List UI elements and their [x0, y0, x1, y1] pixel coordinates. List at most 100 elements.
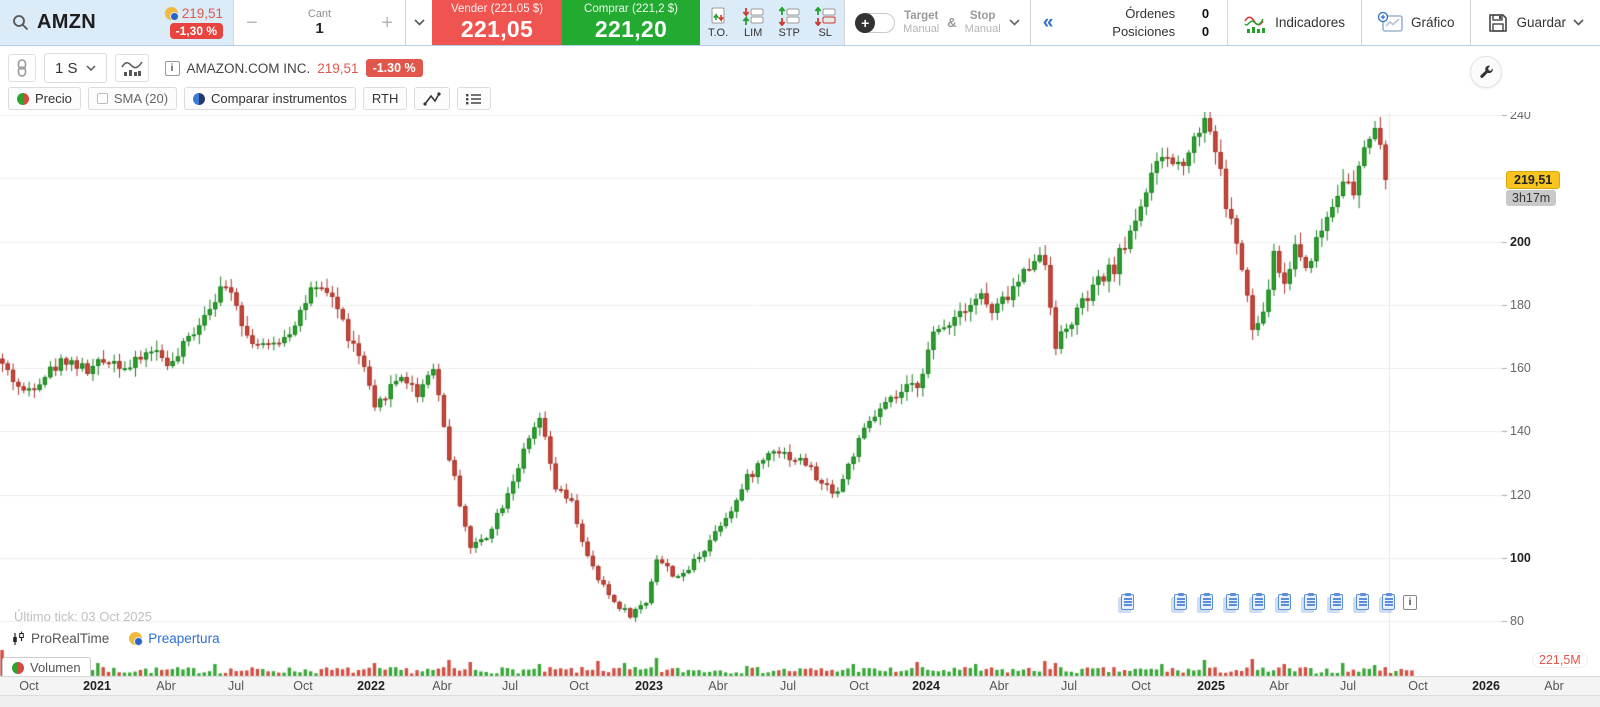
new-chart-button[interactable]: Gráfico	[1360, 0, 1471, 45]
time-axis[interactable]: Oct 2021 Abr Jul Oct 2022 Abr Jul Oct 2023 Abr Jul O…	[0, 676, 1600, 695]
instrument-change-badge: -1.30 %	[365, 59, 423, 77]
chart-toolbar: 1 S i AMAZON.COM INC. 219,51 -1.30 % Pre…	[0, 47, 1600, 112]
session-status-icon	[129, 632, 144, 646]
time-axis-label: Oct	[1131, 679, 1151, 693]
indicators-icon	[1244, 15, 1266, 33]
time-axis-label: Oct	[1408, 679, 1428, 693]
time-axis-label: Abr	[989, 679, 1009, 693]
qty-increase-button[interactable]: +	[381, 11, 393, 34]
instrument-info-row: i AMAZON.COM INC. 219,51 -1.30 %	[164, 59, 423, 77]
price-axis-label: 160	[1510, 361, 1531, 375]
volume-chip-icon	[12, 661, 24, 674]
time-axis-label: 2025	[1197, 679, 1225, 693]
news-marker-icon[interactable]	[1252, 593, 1265, 610]
save-options-chevron	[1573, 19, 1584, 26]
symbol-price-block: 219,51 -1,30 %	[164, 6, 223, 39]
order-type-to-button[interactable]: T.O.	[708, 7, 728, 39]
time-axis-label: Abr	[1544, 679, 1564, 693]
toolbar-spacer	[1066, 0, 1113, 45]
news-marker-icon[interactable]	[1356, 593, 1369, 610]
chart-settings-button[interactable]	[1470, 56, 1502, 88]
bar-countdown-badge: 3h17m	[1506, 190, 1557, 206]
price-axis-label: 180	[1510, 297, 1531, 312]
save-button[interactable]: Guardar	[1470, 0, 1600, 45]
price-series-icon	[17, 92, 29, 105]
drawing-tool-chip[interactable]	[414, 87, 451, 110]
sell-button[interactable]: Vender (221,05 $) 221,05	[432, 0, 562, 45]
news-marker-icon[interactable]	[1382, 593, 1395, 610]
news-marker-icon[interactable]	[1278, 593, 1291, 610]
trendline-icon	[423, 91, 441, 106]
time-axis-label: Abr	[432, 679, 452, 693]
time-axis-label: Abr	[1269, 679, 1289, 693]
chart-icon	[1377, 11, 1403, 32]
time-axis-label: 2021	[83, 679, 111, 693]
timeframe-chevron	[85, 65, 96, 71]
to-order-icon	[711, 7, 725, 23]
search-icon[interactable]	[12, 14, 29, 31]
time-axis-label: 2023	[635, 679, 663, 693]
symbol-change-badge: -1,30 %	[169, 23, 223, 39]
buy-button[interactable]: Comprar (221,2 $) 221,20	[562, 0, 700, 45]
markers-info-icon[interactable]: i	[1403, 595, 1417, 610]
last-volume-value: 221,5M	[1532, 652, 1588, 668]
news-marker-icon[interactable]	[1121, 593, 1134, 610]
premarket-session-icon	[164, 7, 179, 21]
bracket-order-controls: + Target Manual & Stop Manual	[844, 0, 1030, 45]
news-marker-icon[interactable]	[1200, 593, 1213, 610]
object-list-chip[interactable]	[457, 87, 492, 110]
quantity-stepper: − Cant 1 +	[233, 0, 405, 45]
news-marker-icon[interactable]	[1330, 593, 1343, 610]
compare-instruments-chip[interactable]: Comparar instrumentos	[184, 87, 356, 110]
time-axis-label: Jul	[780, 679, 796, 693]
last-tick-label: Último tick: 03 Oct 2025	[14, 609, 152, 624]
link-charts-button[interactable]	[8, 54, 36, 82]
time-axis-label: Jul	[228, 679, 244, 693]
collapse-panel-button[interactable]: «	[1029, 0, 1066, 45]
news-marker-icon[interactable]	[1304, 593, 1317, 610]
timeframe-selector[interactable]: 1 S	[44, 53, 107, 83]
news-marker-icon[interactable]	[1226, 593, 1239, 610]
volume-indicator-chip[interactable]: Volumen	[2, 657, 91, 678]
time-axis-label: Jul	[502, 679, 518, 693]
sma-checkbox[interactable]	[96, 93, 108, 104]
last-price-badge: 219,51	[1506, 171, 1561, 189]
order-toolbar: AMZN 219,51 -1,30 % − Cant 1 + Vender (2…	[0, 0, 1600, 46]
bracket-options-chevron[interactable]	[1009, 19, 1020, 26]
prorealtime-logo	[13, 631, 24, 645]
bracket-toggle-knob[interactable]: +	[855, 12, 876, 33]
time-axis-label: Abr	[708, 679, 728, 693]
price-series-chip[interactable]: Precio	[8, 87, 81, 110]
ampersand-label: &	[947, 15, 957, 30]
symbol-last-price: 219,51	[181, 6, 223, 21]
qty-options-chevron[interactable]	[405, 0, 432, 45]
bottom-strip	[0, 695, 1600, 707]
time-axis-label: Oct	[293, 679, 313, 693]
order-type-stp-button[interactable]: STP	[778, 6, 800, 39]
instrument-name: AMAZON.COM INC.	[186, 60, 311, 76]
time-axis-label: Jul	[1061, 679, 1077, 693]
stop-mode: Stop Manual	[964, 10, 1001, 35]
instrument-price: 219,51	[317, 60, 359, 76]
sma-indicator-chip[interactable]: SMA (20)	[87, 87, 178, 110]
wrench-icon	[1479, 65, 1493, 78]
order-type-lim-button[interactable]: LIM	[742, 7, 764, 39]
time-axis-label: Abr	[156, 679, 176, 693]
session-status-label[interactable]: Preapertura	[148, 631, 220, 646]
bracket-toggle[interactable]: +	[855, 12, 896, 33]
compare-icon	[193, 92, 206, 105]
qty-value: 1	[315, 20, 324, 37]
orders-label: Órdenes	[1125, 6, 1176, 21]
order-type-sl-button[interactable]: SL	[814, 6, 836, 39]
indicators-button[interactable]: Indicadores	[1227, 0, 1361, 45]
time-axis-label: Jul	[1340, 679, 1356, 693]
chart-style-button[interactable]	[114, 54, 149, 82]
rth-session-chip[interactable]: RTH	[362, 87, 408, 110]
info-icon[interactable]: i	[164, 60, 180, 76]
instrument-selector[interactable]: AMZN 219,51 -1,30 %	[0, 0, 233, 45]
provider-label: ProRealTime	[31, 631, 110, 646]
news-marker-icon[interactable]	[1174, 593, 1187, 610]
qty-decrease-button[interactable]: −	[246, 11, 258, 34]
time-axis-label: 2026	[1472, 679, 1500, 693]
